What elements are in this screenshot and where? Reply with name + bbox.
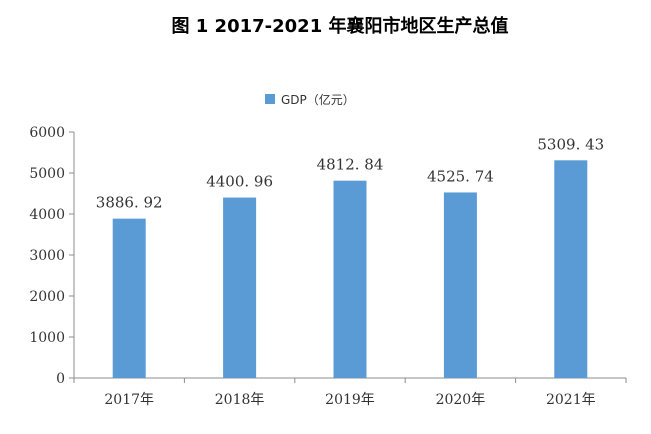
bar <box>443 192 477 378</box>
x-tick-label: 2021年 <box>546 392 596 408</box>
legend: GDP（亿元） <box>265 92 355 107</box>
y-tick-label: 3000 <box>29 248 65 264</box>
x-tick-label: 2020年 <box>436 392 486 408</box>
y-tick-label: 4000 <box>29 207 65 223</box>
chart-title: 图 1 2017-2021 年襄阳市地区生产总值 <box>172 15 509 37</box>
bar <box>112 218 146 378</box>
bar <box>333 180 367 378</box>
y-tick-label: 5000 <box>29 166 65 182</box>
y-tick-label: 6000 <box>29 125 65 141</box>
data-label: 3886. 92 <box>96 194 163 212</box>
y-tick-label: 0 <box>56 371 65 387</box>
legend-swatch <box>265 94 275 104</box>
data-label: 4400. 96 <box>206 173 273 191</box>
x-tick-label: 2019年 <box>325 392 375 408</box>
data-label: 5309. 43 <box>537 135 604 153</box>
data-label: 4525. 74 <box>427 167 494 185</box>
x-tick-label: 2017年 <box>104 392 154 408</box>
y-tick-label: 1000 <box>29 330 65 346</box>
bar <box>554 160 588 378</box>
legend-label: GDP（亿元） <box>281 92 355 107</box>
bar <box>223 197 257 378</box>
plot-area: 0 1000 2000 3000 4000 5000 6000 3886. 92 2017年 44… <box>29 125 627 408</box>
x-tick-label: 2018年 <box>215 392 265 408</box>
data-label: 4812. 84 <box>317 156 384 174</box>
y-tick-label: 2000 <box>29 289 65 305</box>
